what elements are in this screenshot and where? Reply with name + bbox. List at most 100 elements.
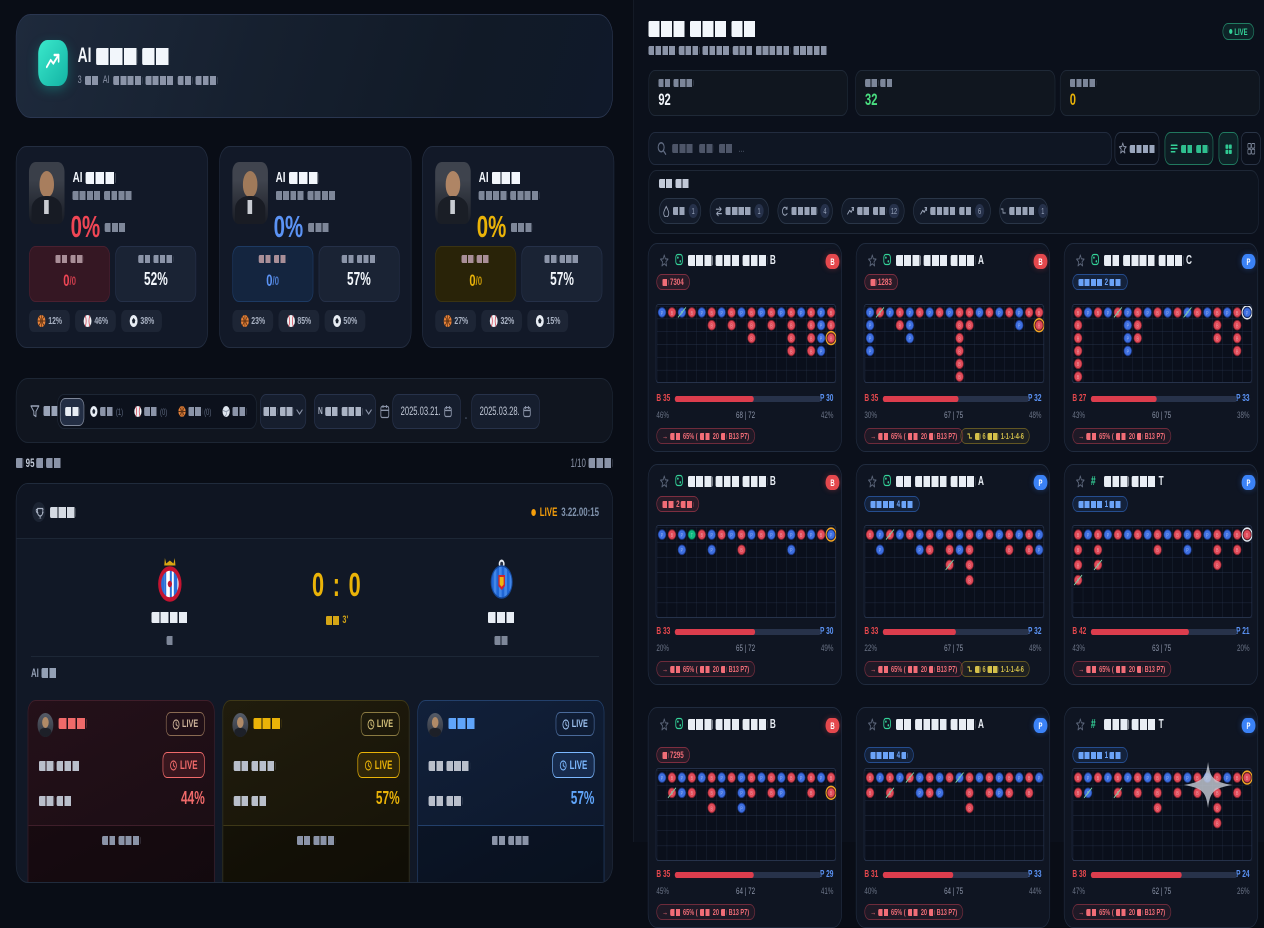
svg-text:P: P (1166, 532, 1168, 538)
svg-text:B: B (1077, 323, 1079, 329)
svg-text:P: P (978, 775, 980, 781)
svg-text:B: B (1216, 532, 1218, 538)
svg-text:P: P (919, 790, 921, 796)
svg-text:B: B (968, 578, 970, 584)
svg-text:P: P (790, 547, 792, 553)
svg-text:B: B (1236, 310, 1238, 316)
svg-text:P: P (1087, 310, 1089, 316)
svg-text:P: P (820, 336, 822, 342)
svg-text:B: B (1236, 790, 1238, 796)
svg-text:P: P (938, 790, 940, 796)
svg-text:P: P (720, 790, 722, 796)
svg-text:P: P (800, 310, 802, 316)
svg-text:P: P (701, 775, 703, 781)
svg-text:P: P (938, 532, 940, 538)
svg-text:P: P (681, 532, 683, 538)
svg-text:B: B (830, 310, 832, 316)
svg-text:B: B (671, 310, 673, 316)
svg-text:P: P (1038, 532, 1040, 538)
svg-text:B: B (1236, 336, 1238, 342)
svg-text:P: P (760, 310, 762, 316)
svg-text:P: P (899, 775, 901, 781)
svg-text:B: B (1216, 563, 1218, 569)
svg-text:B: B (968, 532, 970, 538)
svg-text:P: P (681, 790, 683, 796)
svg-text:B: B (1176, 532, 1178, 538)
svg-text:B: B (810, 790, 812, 796)
svg-text:P: P (879, 775, 881, 781)
svg-text:P: P (909, 310, 911, 316)
svg-text:B: B (1216, 790, 1218, 796)
svg-text:B: B (711, 775, 713, 781)
svg-text:P: P (998, 310, 1000, 316)
svg-text:P: P (1107, 310, 1109, 316)
svg-text:B: B (958, 349, 960, 355)
svg-text:B: B (948, 775, 950, 781)
svg-text:P: P (1087, 532, 1089, 538)
svg-text:P: P (1226, 775, 1228, 781)
svg-text:P: P (889, 310, 891, 316)
svg-text:B: B (968, 775, 970, 781)
svg-text:B: B (1137, 323, 1139, 329)
svg-text:P: P (780, 790, 782, 796)
svg-text:B: B (1028, 775, 1030, 781)
svg-text:B: B (1156, 790, 1158, 796)
svg-text:P: P (730, 532, 732, 538)
svg-text:P: P (869, 336, 871, 342)
svg-text:B: B (711, 323, 713, 329)
svg-text:B: B (1236, 323, 1238, 329)
svg-text:B: B (750, 775, 752, 781)
svg-text:B: B (869, 775, 871, 781)
svg-text:B: B (790, 775, 792, 781)
svg-text:B: B (1156, 775, 1158, 781)
svg-text:B: B (711, 790, 713, 796)
svg-text:P: P (760, 775, 762, 781)
svg-text:B: B (968, 806, 970, 812)
svg-text:P: P (978, 532, 980, 538)
svg-text:B: B (830, 323, 832, 329)
svg-text:B: B (820, 532, 822, 538)
svg-text:B: B (1137, 310, 1139, 316)
svg-text:P: P (720, 310, 722, 316)
svg-text:P: P (919, 547, 921, 553)
svg-text:B: B (1008, 310, 1010, 316)
svg-text:P: P (740, 310, 742, 316)
svg-text:P: P (1206, 532, 1208, 538)
svg-text:B: B (909, 532, 911, 538)
svg-text:P: P (1038, 547, 1040, 553)
svg-text:P: P (1226, 532, 1228, 538)
svg-text:B: B (830, 790, 832, 796)
svg-text:B: B (770, 790, 772, 796)
svg-text:B: B (830, 775, 832, 781)
svg-text:B: B (1196, 532, 1198, 538)
svg-text:B: B (691, 775, 693, 781)
svg-text:B: B (740, 547, 742, 553)
svg-text:P: P (1107, 532, 1109, 538)
svg-text:B: B (1246, 532, 1248, 538)
svg-text:B: B (968, 547, 970, 553)
svg-text:B: B (1077, 349, 1079, 355)
svg-text:B: B (869, 532, 871, 538)
svg-text:B: B (780, 532, 782, 538)
svg-text:B: B (1077, 336, 1079, 342)
svg-text:B: B (1156, 806, 1158, 812)
svg-text:P: P (1107, 775, 1109, 781)
svg-text:P: P (1018, 323, 1020, 329)
svg-text:P: P (869, 310, 871, 316)
svg-text:B: B (1028, 547, 1030, 553)
svg-text:B: B (968, 323, 970, 329)
svg-text:P: P (1127, 336, 1129, 342)
svg-text:B: B (1077, 532, 1079, 538)
svg-text:B: B (968, 790, 970, 796)
svg-text:B: B (928, 790, 930, 796)
svg-text:B: B (750, 323, 752, 329)
svg-text:P: P (1127, 323, 1129, 329)
svg-text:B: B (988, 310, 990, 316)
svg-text:B: B (1137, 775, 1139, 781)
svg-text:B: B (691, 790, 693, 796)
svg-text:B: B (1137, 790, 1139, 796)
svg-text:P: P (869, 349, 871, 355)
svg-text:B: B (1196, 310, 1198, 316)
svg-text:P: P (1038, 775, 1040, 781)
svg-text:B: B (701, 532, 703, 538)
